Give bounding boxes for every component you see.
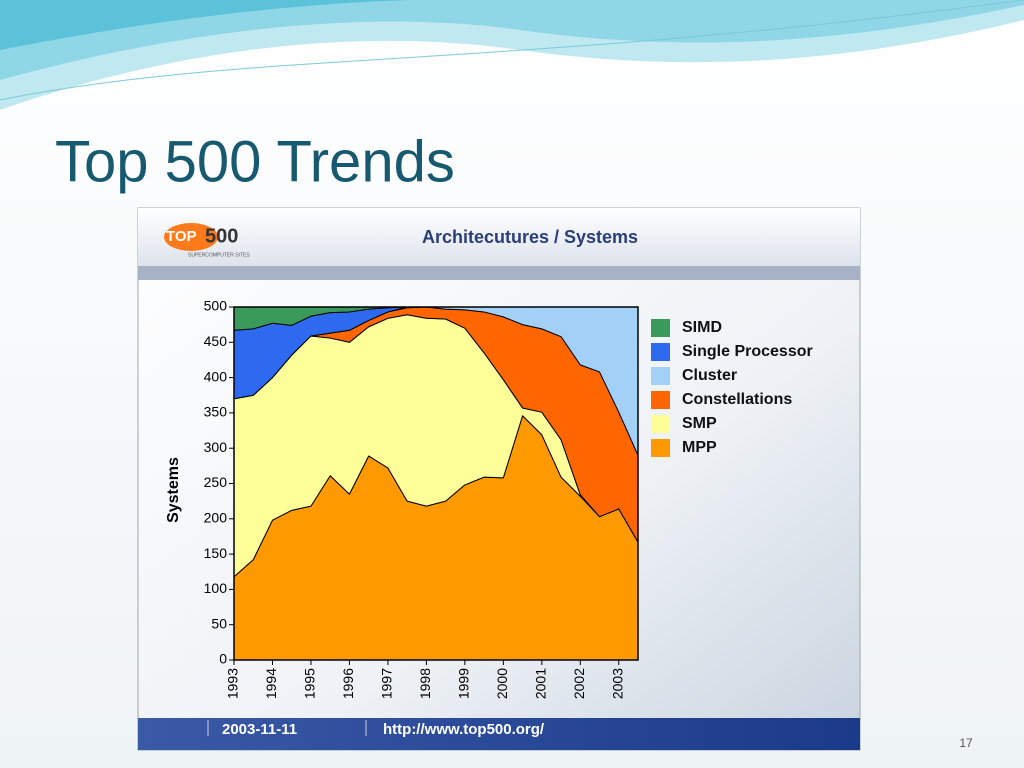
x-tick-label: 1998 — [417, 668, 433, 699]
legend-swatch — [651, 391, 670, 409]
legend-label: MPP — [682, 439, 717, 456]
y-tick-label: 500 — [204, 298, 228, 314]
x-tick-label: 1995 — [302, 668, 318, 699]
footer-url: http://www.top500.org/ — [383, 721, 545, 738]
y-tick-label: 450 — [204, 333, 228, 349]
x-tick-label: 2000 — [494, 668, 510, 699]
legend-swatch — [651, 319, 670, 337]
y-tick-label: 200 — [204, 510, 228, 526]
x-tick-label: 1997 — [379, 668, 395, 699]
y-tick-label: 300 — [204, 439, 228, 455]
chart-title: Architecutures / Systems — [422, 227, 638, 247]
y-tick-label: 150 — [204, 545, 228, 561]
x-tick-label: 1994 — [263, 668, 279, 699]
y-axis-label: Systems — [165, 457, 182, 523]
legend-swatch — [651, 415, 670, 433]
y-tick-label: 0 — [219, 651, 227, 667]
chart-footer — [138, 718, 860, 750]
wave — [0, 0, 520, 50]
page-number: 17 — [959, 736, 973, 750]
legend-label: Cluster — [682, 367, 737, 384]
x-tick-label: 2003 — [609, 668, 625, 699]
x-tick-label: 1999 — [456, 668, 472, 699]
legend-swatch — [651, 439, 670, 457]
legend-swatch — [651, 343, 670, 361]
wave-line — [0, 0, 1024, 101]
legend-label: Single Processor — [682, 343, 813, 360]
x-tick-label: 1993 — [225, 668, 241, 699]
x-tick-label: 2002 — [571, 668, 587, 699]
y-tick-label: 350 — [204, 404, 228, 420]
logo-badge — [164, 223, 218, 251]
footer-date: 2003-11-11 — [222, 721, 297, 738]
header-stripe — [138, 266, 860, 280]
logo-subtitle: SUPERCOMPUTER SITES — [188, 252, 250, 258]
x-tick-label: 2001 — [533, 668, 549, 699]
legend-label: SIMD — [682, 319, 722, 336]
slide-title: Top 500 Trends — [55, 129, 455, 194]
y-tick-label: 100 — [204, 580, 228, 596]
x-tick-label: 1996 — [340, 668, 356, 699]
chart-header — [138, 208, 860, 266]
legend-label: SMP — [682, 415, 717, 432]
logo-num: 500 — [205, 225, 238, 247]
y-tick-label: 400 — [204, 368, 228, 384]
legend-label: Constellations — [682, 391, 792, 408]
y-tick-label: 50 — [211, 615, 227, 631]
legend-swatch — [651, 367, 670, 385]
y-tick-label: 250 — [204, 474, 228, 490]
logo-top: TOP — [166, 228, 197, 245]
wave — [0, 0, 1024, 80]
